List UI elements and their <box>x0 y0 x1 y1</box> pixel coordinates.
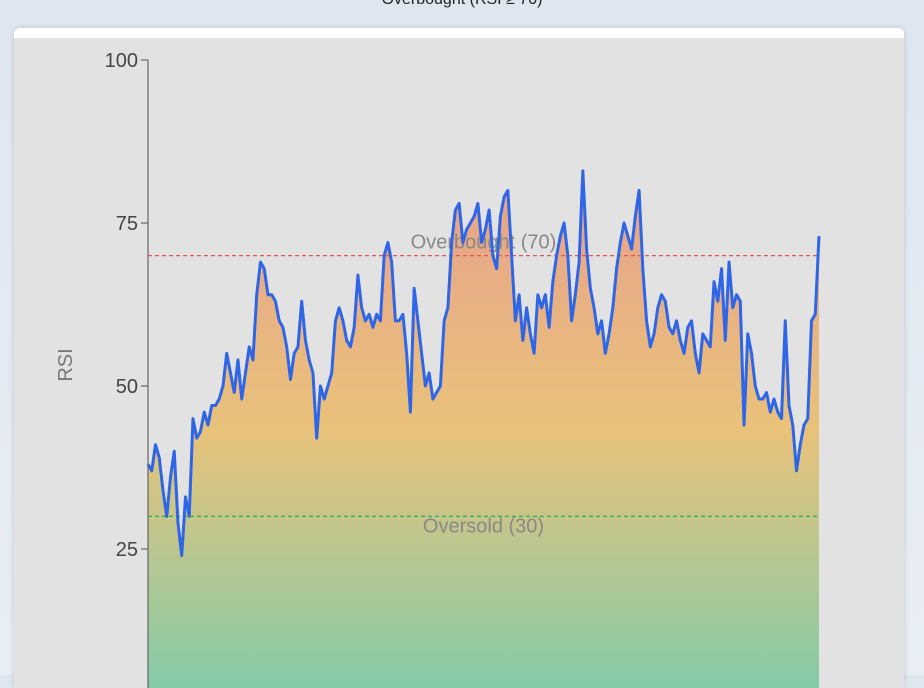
rsi-area-fill <box>148 170 819 688</box>
y-tick-label-25: 25 <box>116 539 138 561</box>
y-tick-label-100: 100 <box>105 50 138 72</box>
threshold-label-70: Overbought (70) <box>411 232 557 254</box>
y-axis-label: RSI <box>55 348 77 381</box>
rsi-chart: Overbought (70) Oversold (30) 25 50 75 100 R… <box>14 38 904 688</box>
y-tick-label-50: 50 <box>116 376 138 398</box>
chart-title: Overbought (RSI ≥ 70) <box>0 0 924 9</box>
y-tick-label-75: 75 <box>116 213 138 235</box>
threshold-label-30: Oversold (30) <box>423 515 544 537</box>
chart-panel: Overbought (70) Oversold (30) 25 50 75 100 R… <box>14 28 904 688</box>
rsi-line <box>146 169 821 558</box>
